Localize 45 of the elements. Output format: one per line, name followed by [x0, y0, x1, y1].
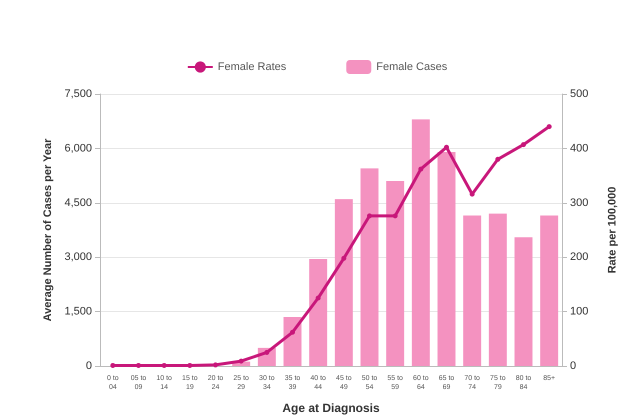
y2-tick-label: 300: [570, 196, 588, 209]
bar: [309, 259, 328, 366]
bar: [438, 152, 456, 366]
y2-tick-label: 0: [570, 360, 576, 372]
point: [418, 166, 424, 172]
point: [521, 142, 526, 148]
point: [290, 330, 295, 335]
point: [213, 362, 218, 368]
x-axis-title: Age at Diagnosis: [282, 401, 380, 415]
point: [367, 213, 372, 218]
y-tick-label: 1,500: [64, 306, 92, 318]
bar: [334, 199, 353, 366]
point: [264, 350, 270, 355]
point: [238, 358, 244, 364]
point: [316, 296, 321, 300]
y-axis-title: Average Number of Cases per Year: [42, 138, 54, 322]
y-tick-label: 4,500: [64, 196, 92, 209]
y-tick-label: 6,000: [64, 142, 92, 154]
point: [392, 213, 398, 218]
bar: [540, 215, 558, 366]
bar: [514, 237, 532, 366]
point: [162, 362, 167, 368]
bar: [488, 214, 507, 366]
point: [110, 362, 116, 368]
point: [136, 362, 141, 368]
bar: [412, 119, 430, 366]
legend-label: Female Cases: [376, 61, 448, 73]
point: [444, 144, 449, 150]
point: [341, 256, 346, 261]
y-tick-label: 3,000: [64, 251, 92, 264]
y2-tick-label: 400: [570, 142, 588, 154]
bar: [360, 168, 378, 366]
point: [546, 124, 552, 130]
legend-label: Female Rates: [218, 61, 287, 73]
bar: [284, 317, 302, 366]
y-tick-label: 7,500: [64, 88, 92, 100]
y2-tick-label: 100: [570, 306, 588, 318]
y2-tick-label: 200: [570, 251, 588, 264]
bar: [386, 181, 404, 366]
y-tick-label: 0: [86, 360, 92, 372]
point: [187, 362, 192, 368]
y2-axis-title: Rate per 100,000: [606, 186, 618, 274]
point: [495, 156, 500, 162]
bar: [463, 215, 482, 366]
y2-tick-label: 500: [570, 88, 588, 100]
